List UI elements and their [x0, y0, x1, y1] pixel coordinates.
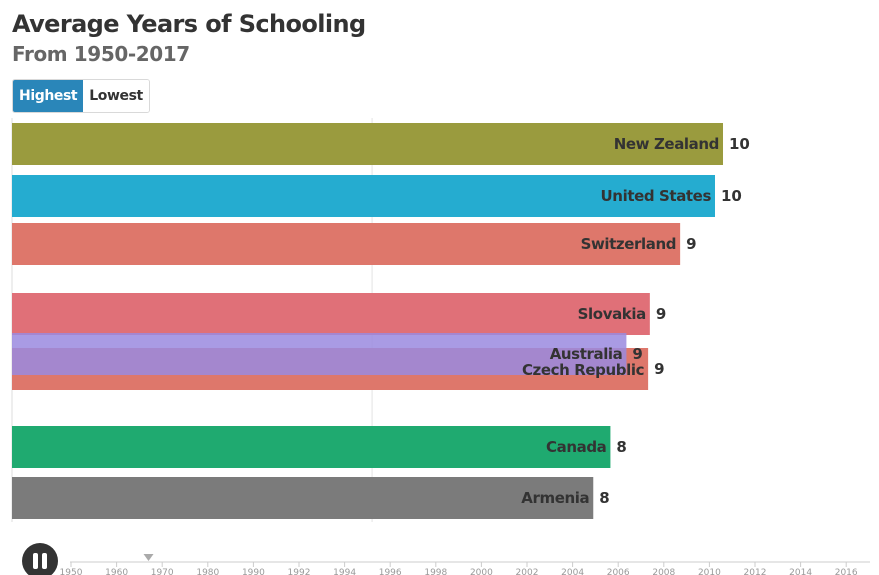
- timeline-tick-label: 1992: [288, 568, 311, 575]
- value-label: 9: [686, 235, 696, 253]
- bar[interactable]: [12, 175, 715, 217]
- value-label: 8: [599, 489, 609, 507]
- bar-label: Slovakia: [578, 305, 646, 323]
- timeline-handle[interactable]: [143, 554, 154, 561]
- chart-subtitle: From 1950-2017: [12, 42, 190, 66]
- timeline-tick-label: 1990: [242, 568, 265, 575]
- bar-label: United States: [601, 187, 712, 205]
- timeline-tick-label: 2010: [698, 568, 721, 575]
- value-label: 9: [654, 360, 664, 378]
- bar-label: Armenia: [521, 489, 589, 507]
- bar-label: Switzerland: [581, 235, 677, 253]
- chart-title: Average Years of Schooling: [12, 10, 366, 38]
- timeline-tick-label: 1950: [60, 568, 83, 575]
- timeline-tick-label: 1994: [333, 568, 356, 575]
- timeline-tick-label: 1960: [105, 568, 128, 575]
- timeline-tick-label: 2000: [470, 568, 493, 575]
- timeline-tick-label: 1970: [151, 568, 174, 575]
- pause-button[interactable]: [22, 543, 58, 575]
- bar[interactable]: [12, 426, 611, 468]
- timeline-tick-label: 2016: [835, 568, 858, 575]
- pause-icon: [33, 553, 47, 569]
- bar[interactable]: [12, 477, 594, 519]
- timeline-tick-label: 1996: [379, 568, 402, 575]
- timeline-tick-label: 2012: [744, 568, 767, 575]
- value-label: 10: [721, 187, 742, 205]
- timeline-tick-label: 2002: [516, 568, 539, 575]
- value-label: 9: [656, 305, 666, 323]
- timeline-tick-label: 2006: [607, 568, 630, 575]
- bar-label: Czech Republic: [522, 361, 644, 379]
- timeline-tick-label: 1998: [424, 568, 447, 575]
- bar-label: New Zealand: [614, 135, 719, 153]
- value-label: 8: [616, 438, 626, 456]
- bar[interactable]: [12, 333, 627, 375]
- timeline-tick-label: 2014: [789, 568, 812, 575]
- bar-label: Canada: [546, 438, 606, 456]
- timeline-tick-label: 1980: [196, 568, 219, 575]
- timeline-tick-label: 2004: [561, 568, 584, 575]
- highest-lowest-toggle: Highest Lowest: [12, 79, 150, 113]
- bar-label: Australia: [550, 345, 623, 363]
- value-label: 10: [729, 135, 750, 153]
- value-label: 9: [632, 345, 642, 363]
- bar[interactable]: [12, 223, 681, 265]
- highest-button[interactable]: Highest: [13, 80, 84, 112]
- timeline-tick-label: 2008: [652, 568, 675, 575]
- bar[interactable]: [12, 123, 724, 165]
- bar[interactable]: [12, 293, 650, 335]
- lowest-button[interactable]: Lowest: [83, 80, 149, 112]
